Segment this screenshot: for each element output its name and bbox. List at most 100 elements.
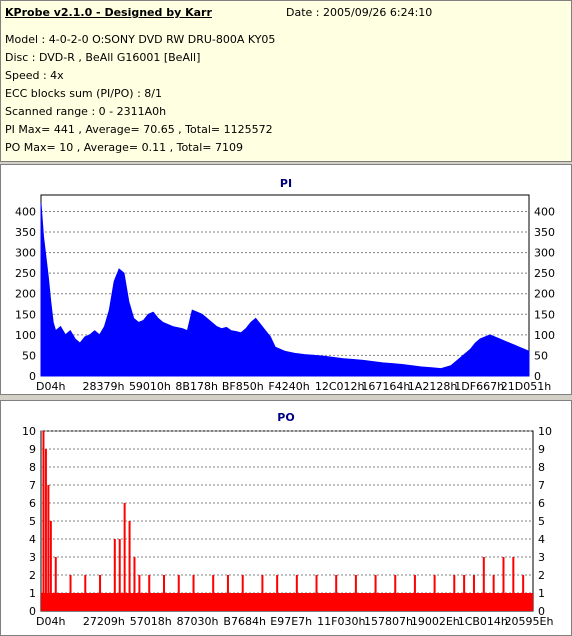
po-bar: [163, 575, 165, 611]
po-bar: [433, 575, 436, 611]
po-bar: [394, 575, 397, 611]
pi-xtick: F4240h: [268, 380, 309, 393]
po-bar: [413, 575, 416, 611]
info-panel: KProbe v2.1.0 - Designed by Karr Date : …: [0, 0, 572, 162]
po-bar: [212, 575, 215, 611]
po-xtick: 87030h: [177, 615, 219, 628]
scan-date: Date : 2005/09/26 6:24:10: [286, 6, 433, 19]
po-xtick: B7684h: [223, 615, 266, 628]
pi-xtick: 59010h: [129, 380, 171, 393]
po-bar: [276, 575, 279, 611]
pi-xtick: 167164h: [361, 380, 410, 393]
pi-ytick-right: 250: [534, 267, 555, 280]
pi-ytick-left: 0: [29, 370, 36, 383]
po-ytick-left: 1: [29, 587, 36, 600]
po-ytick-left: 10: [22, 425, 36, 438]
pi-ytick-right: 300: [534, 247, 555, 260]
po-bar: [49, 521, 52, 611]
po-bar: [472, 575, 475, 611]
po-xtick: 27209h: [83, 615, 125, 628]
po-bar: [261, 575, 264, 611]
po-ytick-right: 0: [538, 605, 545, 618]
po-ytick-left: 6: [29, 497, 36, 510]
po-bar: [492, 575, 495, 611]
pi-ytick-left: 350: [15, 226, 36, 239]
po-xtick: D04h: [36, 615, 65, 628]
po-xtick: 57018h: [130, 615, 172, 628]
po-ytick-right: 3: [538, 551, 545, 564]
po-bar: [69, 575, 72, 611]
po-xtick: 19002Eh: [411, 615, 460, 628]
po-ytick-right: 4: [538, 533, 545, 546]
po-bar: [128, 521, 131, 611]
po-bar: [138, 575, 141, 611]
info-pi: PI Max= 441 , Average= 70.65 , Total= 11…: [5, 123, 273, 136]
po-ytick-right: 8: [538, 461, 545, 474]
pi-ytick-right: 0: [534, 370, 541, 383]
po-bar: [226, 575, 229, 611]
po-bar: [177, 575, 180, 611]
po-ytick-left: 3: [29, 551, 36, 564]
pi-xtick: 8B178h: [175, 380, 218, 393]
pi-chart-title: PI: [280, 177, 292, 190]
po-bar: [374, 575, 377, 611]
po-bar: [502, 557, 505, 611]
po-ytick-left: 5: [29, 515, 36, 528]
pi-ytick-right: 350: [534, 226, 555, 239]
po-bar: [118, 539, 121, 611]
po-bar: [42, 431, 45, 611]
po-bar: [123, 503, 126, 611]
po-xtick: 1CB014h: [458, 615, 508, 628]
po-ytick-right: 7: [538, 479, 545, 492]
pi-ytick-left: 400: [15, 205, 36, 218]
pi-xtick: D04h: [36, 380, 65, 393]
po-ytick-right: 5: [538, 515, 545, 528]
info-ecc: ECC blocks sum (PI/PO) : 8/1: [5, 87, 162, 100]
pi-ytick-right: 50: [534, 349, 548, 362]
pi-xtick: 21D051h: [501, 380, 551, 393]
po-bar: [148, 575, 151, 611]
po-bar: [84, 575, 87, 611]
pi-ytick-left: 150: [15, 308, 36, 321]
po-bar: [241, 575, 244, 611]
info-range: Scanned range : 0 - 2311A0h: [5, 105, 167, 118]
po-bar: [522, 575, 525, 611]
po-bar: [463, 575, 466, 611]
app-title: KProbe v2.1.0 - Designed by Karr: [5, 6, 212, 19]
po-xtick: E97E7h: [270, 615, 312, 628]
po-ytick-left: 4: [29, 533, 36, 546]
po-bar: [315, 575, 318, 611]
po-chart-panel: PO 0 0 1 1 2 2 3 3 4 4 5 5 6 6 7 7 8 8 9 9 10 10 D04h 27209h 570…: [0, 400, 572, 636]
pi-xtick: 28379h: [82, 380, 124, 393]
info-model: Model : 4-0-2-0 O:SONY DVD RW DRU-800A K…: [5, 33, 276, 46]
po-ytick-right: 2: [538, 569, 545, 582]
po-xtick: 157807h: [364, 615, 413, 628]
pi-xtick: 1A2128h: [408, 380, 458, 393]
po-ytick-right: 1: [538, 587, 545, 600]
po-ytick-right: 6: [538, 497, 545, 510]
po-bar: [453, 575, 456, 611]
po-ytick-right: 10: [538, 425, 552, 438]
info-disc: Disc : DVD-R , BeAll G16001 [BeAll]: [5, 51, 201, 64]
pi-ytick-left: 250: [15, 267, 36, 280]
po-bar: [133, 557, 136, 611]
pi-area-series: [40, 203, 530, 377]
pi-ytick-left: 50: [22, 349, 36, 362]
pi-xtick: 12C012h: [315, 380, 365, 393]
pi-ytick-right: 200: [534, 288, 555, 301]
po-ytick-left: 7: [29, 479, 36, 492]
po-bar: [295, 575, 298, 611]
po-bar: [99, 575, 102, 611]
po-ytick-left: 0: [29, 605, 36, 618]
pi-chart: PI 0 0 50 50 100 100 150 150 200 200 250 250 300 300 3…: [15, 177, 555, 393]
pi-xtick: 1DF667h: [454, 380, 504, 393]
pi-ytick-right: 150: [534, 308, 555, 321]
po-bar: [354, 575, 357, 611]
po-ytick-left: 9: [29, 443, 36, 456]
po-bar: [113, 539, 116, 611]
po-bar: [482, 557, 485, 611]
po-bar: [335, 575, 338, 611]
pi-ytick-left: 200: [15, 288, 36, 301]
po-ytick-left: 2: [29, 569, 36, 582]
po-bar: [192, 575, 195, 611]
